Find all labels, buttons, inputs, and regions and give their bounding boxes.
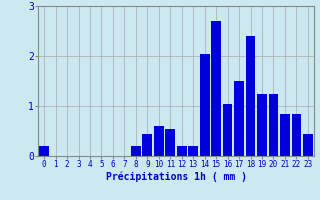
X-axis label: Précipitations 1h ( mm ): Précipitations 1h ( mm ) [106, 172, 246, 182]
Bar [211, 21, 221, 156]
Bar [280, 114, 290, 156]
Bar [257, 94, 267, 156]
Bar [177, 146, 187, 156]
Bar [165, 129, 175, 156]
Bar [223, 104, 232, 156]
Bar [234, 81, 244, 156]
Bar [142, 134, 152, 156]
Bar [292, 114, 301, 156]
Bar [188, 146, 198, 156]
Bar [154, 126, 164, 156]
Bar [39, 146, 49, 156]
Bar [131, 146, 141, 156]
Bar [303, 134, 313, 156]
Bar [246, 36, 255, 156]
Bar [268, 94, 278, 156]
Bar [200, 54, 210, 156]
